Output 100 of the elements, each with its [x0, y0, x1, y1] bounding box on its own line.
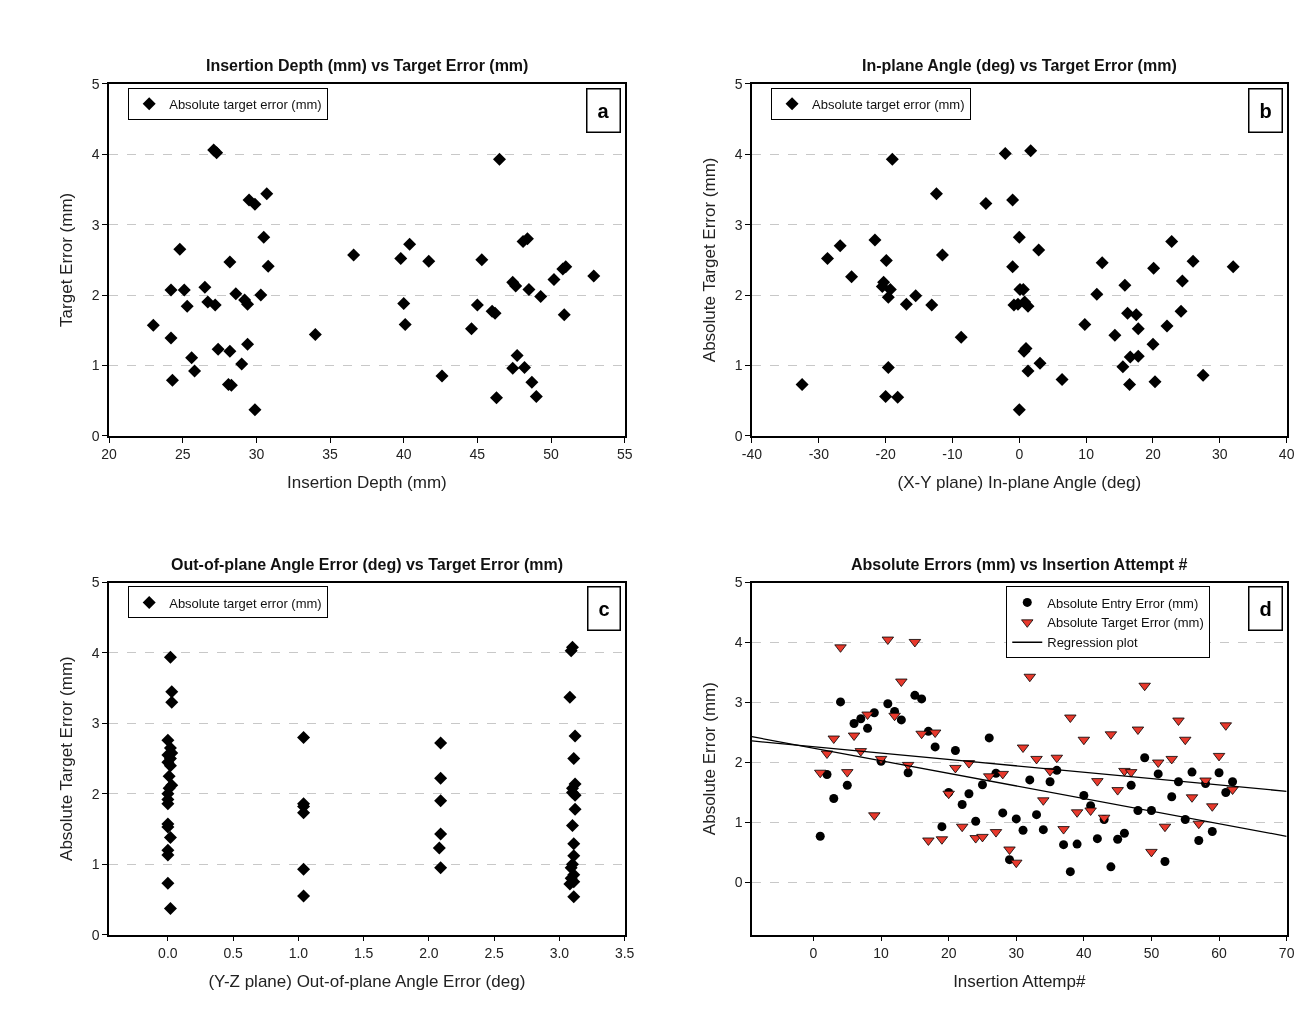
x-tick-label: -40 — [741, 446, 763, 463]
x-tick-label: -30 — [808, 446, 830, 463]
x-tick-label: 30 — [248, 446, 265, 463]
x-tick-label: 10 — [1078, 446, 1095, 463]
point — [297, 862, 311, 876]
point — [434, 861, 448, 875]
point — [568, 802, 582, 816]
y-tick-label: 1 — [91, 357, 100, 374]
y-tick-label: 0 — [91, 926, 100, 943]
point — [434, 771, 448, 785]
x-axis-title: Insertion Depth (mm) — [287, 473, 447, 493]
y-tick-label: 1 — [91, 856, 100, 873]
chart-title: Insertion Depth (mm) vs Target Error (mm) — [206, 57, 529, 74]
point — [565, 819, 579, 833]
point — [161, 876, 175, 890]
y-axis-title: Target Error (mm) — [56, 192, 76, 327]
annotation: d — [1259, 597, 1272, 620]
y-tick-label: 4 — [734, 146, 743, 163]
point — [567, 752, 581, 766]
y-tick-label: 1 — [734, 814, 743, 831]
x-tick-label: 0.0 — [158, 945, 178, 962]
x-axis-title: (Y-Z plane) Out-of-plane Angle Error (deg) — [208, 972, 526, 992]
x-tick-label: 20 — [940, 945, 957, 962]
x-tick-label: 0 — [809, 945, 818, 962]
x-tick-label: 1.5 — [353, 945, 374, 962]
point — [567, 890, 581, 904]
x-tick-label: 30 — [1008, 945, 1025, 962]
point — [163, 650, 177, 664]
x-tick-label: 40 — [1076, 945, 1092, 962]
point — [163, 830, 177, 844]
y-tick-label: 3 — [91, 715, 100, 732]
x-tick-label: 0.5 — [223, 945, 244, 962]
y-tick-label: 0 — [734, 874, 743, 891]
x-tick-label: 1.0 — [288, 945, 309, 962]
x-tick-label: 20 — [1145, 446, 1161, 463]
legend-label: Absolute target error (mm) — [812, 96, 965, 112]
point — [297, 889, 311, 903]
y-tick-label: 5 — [734, 75, 743, 92]
x-tick-label: 40 — [395, 446, 412, 463]
point — [432, 841, 446, 855]
point — [161, 733, 175, 747]
y-axis-title: Absolute Target Error (mm) — [56, 656, 76, 861]
annotation: c — [598, 597, 610, 620]
x-tick-label: -20 — [875, 446, 896, 463]
x-tick-label: 50 — [1143, 945, 1160, 962]
legend-label: Absolute target error (mm) — [169, 96, 322, 112]
point — [297, 730, 311, 744]
x-tick-label: 45 — [469, 446, 486, 463]
x-tick-label: 70 — [1278, 945, 1295, 962]
x-tick-label: 3.0 — [549, 945, 570, 962]
point — [434, 736, 448, 750]
y-tick-label: 4 — [91, 644, 100, 661]
x-tick-label: 40 — [1278, 446, 1295, 463]
y-tick-label: 2 — [91, 286, 100, 303]
annotation: b — [1259, 99, 1272, 122]
x-tick-label: 2.5 — [484, 945, 505, 962]
x-tick-label: 2.0 — [419, 945, 439, 962]
x-tick-label: 30 — [1212, 446, 1228, 463]
y-tick-label: 2 — [91, 785, 100, 802]
y-tick-label: 5 — [734, 574, 743, 591]
legend-label: Regression plot — [1047, 635, 1138, 651]
x-tick-label: -10 — [942, 446, 963, 463]
legend-label: Absolute Target Error (mm) — [1047, 615, 1204, 631]
y-tick-label: 5 — [91, 574, 100, 591]
x-tick-label: 0 — [1015, 446, 1024, 463]
chart-title: Absolute Errors (mm) vs Insertion Attempt # — [851, 556, 1188, 573]
y-tick-label: 0 — [734, 427, 743, 444]
x-tick-label: 50 — [543, 446, 560, 463]
x-tick-label: 35 — [322, 446, 339, 463]
point — [434, 827, 448, 841]
y-tick-label: 3 — [734, 216, 743, 233]
point — [563, 690, 577, 704]
y-tick-label: 5 — [91, 75, 100, 92]
y-tick-label: 4 — [734, 634, 743, 651]
point — [163, 902, 177, 916]
point — [568, 729, 582, 743]
y-tick-label: 3 — [734, 694, 743, 711]
x-axis-title: (X-Y plane) In-plane Angle (deg) — [897, 473, 1142, 493]
y-tick-label: 1 — [734, 357, 743, 374]
x-tick-label: 55 — [616, 446, 633, 463]
chart-title: In-plane Angle (deg) vs Target Error (mm) — [862, 57, 1177, 74]
legend-label: Absolute target error (mm) — [169, 595, 322, 611]
x-tick-label: 10 — [873, 945, 890, 962]
y-tick-label: 3 — [91, 216, 100, 233]
y-tick-label: 2 — [734, 754, 743, 771]
x-tick-label: 60 — [1211, 945, 1228, 962]
y-tick-label: 4 — [91, 146, 100, 163]
point — [434, 794, 448, 808]
chart-title: Out-of-plane Angle Error (deg) vs Target Error (mm) — [171, 556, 564, 573]
point — [165, 685, 179, 699]
x-tick-label: 3.5 — [614, 945, 635, 962]
point — [162, 769, 176, 783]
point — [567, 837, 581, 851]
y-tick-label: 2 — [734, 286, 743, 303]
y-axis-title: Absolute Target Error (mm) — [699, 157, 719, 363]
legend-label: Absolute Entry Error (mm) — [1047, 595, 1199, 611]
y-tick-label: 0 — [91, 427, 100, 444]
x-tick-label: 25 — [174, 446, 191, 463]
x-axis-title: Insertion Attemp# — [953, 972, 1086, 992]
point — [165, 695, 179, 709]
